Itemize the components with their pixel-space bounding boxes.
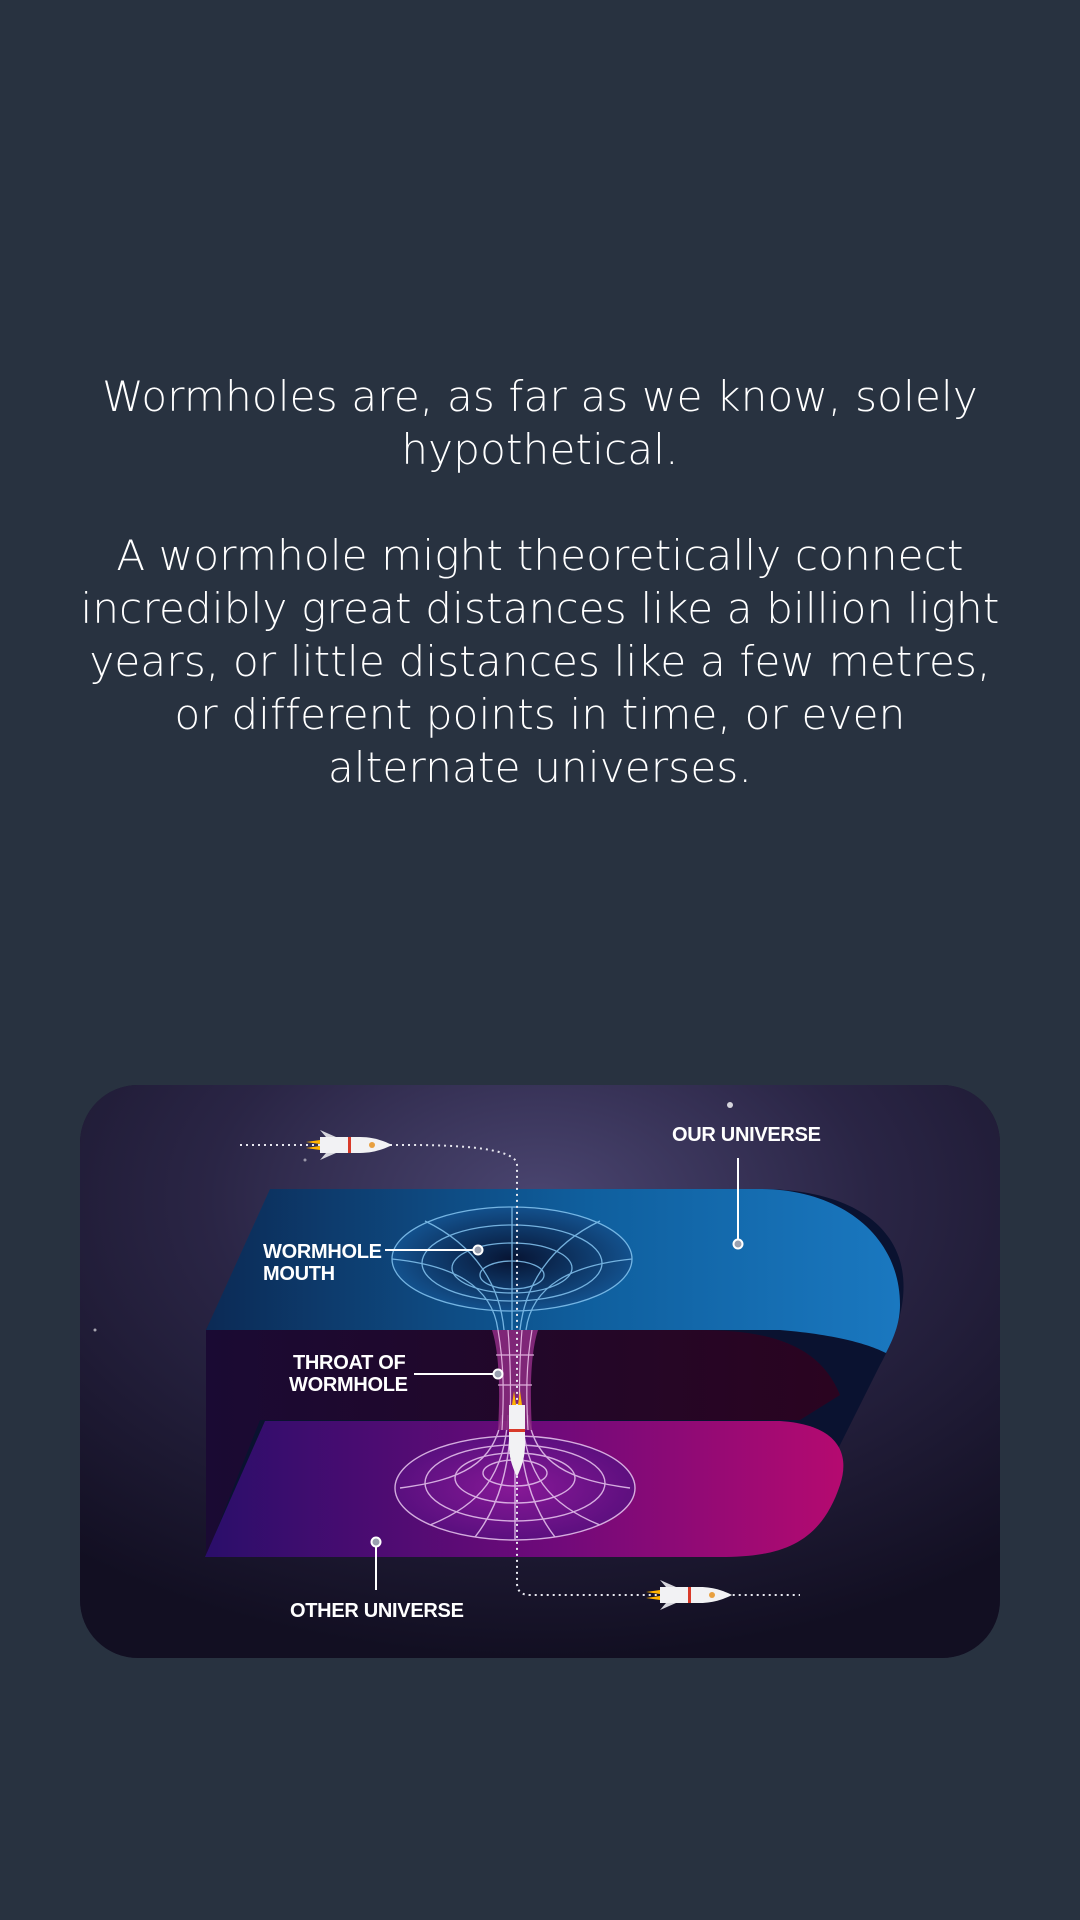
label-throat-1: THROAT OF xyxy=(293,1352,406,1374)
paragraph-connections: A wormhole might theoretically connect i… xyxy=(80,531,1000,792)
rocket-throat-icon xyxy=(509,1391,525,1477)
label-other-universe: OTHER UNIVERSE xyxy=(290,1600,464,1622)
label-our-universe: OUR UNIVERSE xyxy=(672,1124,821,1146)
wormhole-illustration: OUR UNIVERSE WORMHOLE MOUTH THROAT OF WO… xyxy=(80,1085,1000,1658)
description-text: Wormholes are, as far as we know, solely… xyxy=(80,370,1000,794)
rocket-top-icon xyxy=(306,1130,392,1160)
paragraph-hypothetical: Wormholes are, as far as we know, solely… xyxy=(102,372,978,474)
label-wormhole-mouth-1: WORMHOLE xyxy=(263,1241,382,1263)
label-wormhole-mouth-2: MOUTH xyxy=(263,1263,335,1285)
rocket-bottom-icon xyxy=(646,1580,732,1610)
flight-path xyxy=(240,1144,800,1596)
label-throat-2: WORMHOLE xyxy=(289,1374,408,1396)
